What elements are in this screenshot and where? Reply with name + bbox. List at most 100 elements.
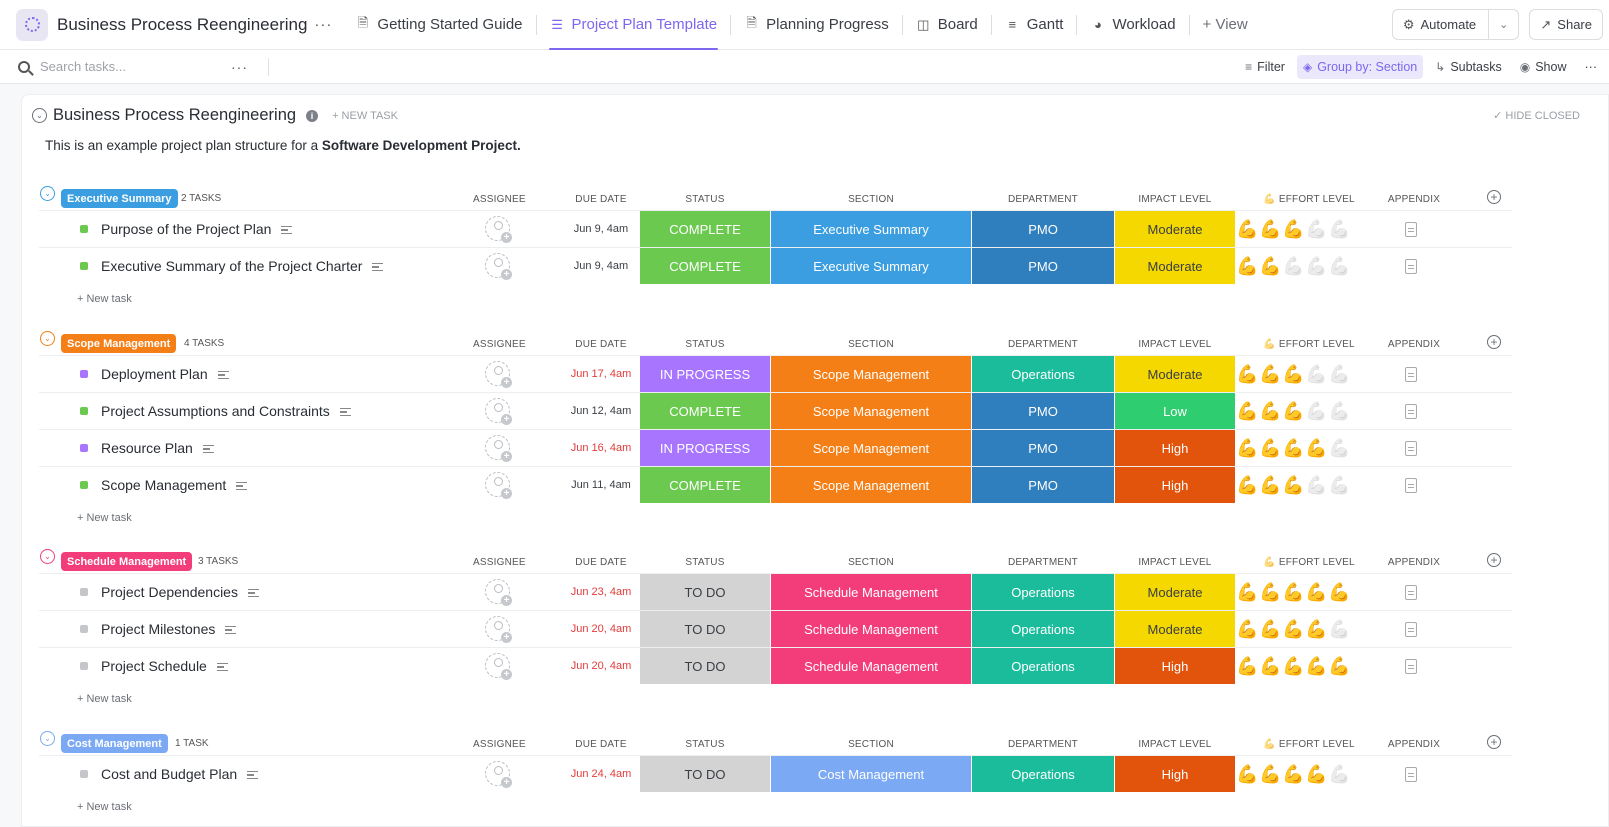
status-square-icon[interactable] [80,370,88,378]
table-row[interactable]: Scope Management Jun 11, 4am COMPLETE Sc… [39,466,1512,503]
effort-arm-icon[interactable]: 💪 [1282,401,1305,421]
column-header-section[interactable]: SECTION [848,339,894,350]
due-date[interactable]: Jun 16, 4am [570,442,632,454]
appendix-file-icon[interactable] [1405,585,1417,600]
effort-arm-icon[interactable]: 💪 [1236,256,1259,276]
tab-planning-progress[interactable]: 🗎 Planning Progress [735,0,898,50]
group-badge[interactable]: Scope Management [61,334,177,353]
effort-rating[interactable]: 💪 💪 💪 💪 💪 [1236,619,1350,639]
effort-arm-icon[interactable]: 💪 [1305,219,1328,239]
column-header-appendix[interactable]: APPENDIX [1387,557,1441,568]
group-by-button[interactable]: ◈ Group by: Section [1296,55,1424,79]
appendix-file-icon[interactable] [1405,767,1417,782]
appendix-file-icon[interactable] [1405,222,1417,237]
status-cell[interactable]: IN PROGRESS [640,430,770,466]
table-row[interactable]: Project Assumptions and Constraints Jun … [39,392,1512,429]
add-assignee-icon[interactable] [485,435,512,462]
column-header-section[interactable]: SECTION [848,739,894,750]
impact-level-cell[interactable]: Moderate [1115,611,1235,647]
impact-level-cell[interactable]: High [1115,648,1235,684]
effort-arm-icon[interactable]: 💪 [1259,219,1282,239]
tab-gantt[interactable]: ≡ Gantt [996,0,1073,50]
collapse-group-icon[interactable]: ⌄ [40,186,55,201]
status-cell[interactable]: COMPLETE [640,393,770,429]
task-name[interactable]: Purpose of the Project Plan [101,221,293,237]
impact-level-cell[interactable]: Moderate [1115,356,1235,392]
effort-arm-icon[interactable]: 💪 [1236,438,1259,458]
effort-rating[interactable]: 💪 💪 💪 💪 💪 [1236,219,1350,239]
subtasks-button[interactable]: ↳ Subtasks [1429,55,1507,79]
collapse-group-icon[interactable]: ⌄ [40,731,55,746]
column-header-impact-level[interactable]: IMPACT LEVEL [1138,194,1212,205]
status-cell[interactable]: TO DO [640,648,770,684]
group-badge[interactable]: Cost Management [61,734,168,753]
status-cell[interactable]: TO DO [640,611,770,647]
task-name[interactable]: Project Schedule [101,658,228,674]
space-icon[interactable] [16,8,48,41]
add-assignee-icon[interactable] [485,216,512,243]
section-cell[interactable]: Executive Summary [771,211,971,247]
table-row[interactable]: Executive Summary of the Project Charter… [39,247,1512,284]
effort-arm-icon[interactable]: 💪 [1328,764,1351,784]
section-cell[interactable]: Executive Summary [771,248,971,284]
add-task-button[interactable]: + New task [77,512,132,524]
status-square-icon[interactable] [80,662,88,670]
add-assignee-icon[interactable] [485,579,512,606]
task-name[interactable]: Cost and Budget Plan [101,766,259,782]
column-header-department[interactable]: DEPARTMENT [1008,557,1078,568]
status-cell[interactable]: COMPLETE [640,467,770,503]
collapse-list-icon[interactable]: ⌄ [32,108,47,123]
add-assignee-icon[interactable] [485,761,512,788]
share-button[interactable]: ↗ Share [1529,9,1603,40]
show-button[interactable]: ◉ Show [1514,55,1573,79]
table-row[interactable]: Deployment Plan Jun 17, 4am IN PROGRESS … [39,355,1512,392]
add-column-icon[interactable]: + [1487,553,1501,567]
status-square-icon[interactable] [80,262,88,270]
column-header-department[interactable]: DEPARTMENT [1008,739,1078,750]
effort-arm-icon[interactable]: 💪 [1282,256,1305,276]
impact-level-cell[interactable]: Moderate [1115,211,1235,247]
due-date[interactable]: Jun 11, 4am [571,479,631,491]
task-name[interactable]: Project Milestones [101,621,237,637]
status-square-icon[interactable] [80,407,88,415]
due-date[interactable]: Jun 23, 4am [570,586,632,598]
status-square-icon[interactable] [80,770,88,778]
effort-arm-icon[interactable]: 💪 [1236,764,1259,784]
section-cell[interactable]: Schedule Management [771,611,971,647]
impact-level-cell[interactable]: High [1115,430,1235,466]
effort-arm-icon[interactable]: 💪 [1282,438,1305,458]
appendix-file-icon[interactable] [1405,441,1417,456]
add-view-button[interactable]: + View [1202,16,1248,33]
status-cell[interactable]: IN PROGRESS [640,356,770,392]
effort-rating[interactable]: 💪 💪 💪 💪 💪 [1236,401,1350,421]
status-square-icon[interactable] [80,625,88,633]
table-row[interactable]: Purpose of the Project Plan Jun 9, 4am C… [39,210,1512,247]
due-date[interactable]: Jun 20, 4am [570,623,632,635]
effort-arm-icon[interactable]: 💪 [1328,475,1351,495]
add-assignee-icon[interactable] [485,616,512,643]
impact-level-cell[interactable]: Low [1115,393,1235,429]
effort-arm-icon[interactable]: 💪 [1328,438,1351,458]
effort-arm-icon[interactable]: 💪 [1236,475,1259,495]
due-date[interactable]: Jun 9, 4am [573,260,629,272]
effort-arm-icon[interactable]: 💪 [1259,401,1282,421]
column-header-assignee[interactable]: ASSIGNEE [473,557,526,568]
effort-arm-icon[interactable]: 💪 [1305,764,1328,784]
effort-rating[interactable]: 💪 💪 💪 💪 💪 [1236,764,1350,784]
due-date[interactable]: Jun 17, 4am [570,368,632,380]
effort-arm-icon[interactable]: 💪 [1282,582,1305,602]
effort-rating[interactable]: 💪 💪 💪 💪 💪 [1236,475,1350,495]
effort-arm-icon[interactable]: 💪 [1282,219,1305,239]
section-cell[interactable]: Schedule Management [771,648,971,684]
effort-arm-icon[interactable]: 💪 [1236,619,1259,639]
tab-getting-started-guide[interactable]: 🗎 Getting Started Guide [346,0,531,50]
effort-arm-icon[interactable]: 💪 [1305,619,1328,639]
hide-closed-button[interactable]: ✓ HIDE CLOSED [1493,110,1580,122]
column-header-due-date[interactable]: DUE DATE [575,557,627,568]
effort-arm-icon[interactable]: 💪 [1328,364,1351,384]
appendix-file-icon[interactable] [1405,659,1417,674]
appendix-file-icon[interactable] [1405,404,1417,419]
department-cell[interactable]: PMO [972,393,1114,429]
impact-level-cell[interactable]: High [1115,467,1235,503]
workspace-title[interactable]: Business Process Reengineering [57,14,308,34]
